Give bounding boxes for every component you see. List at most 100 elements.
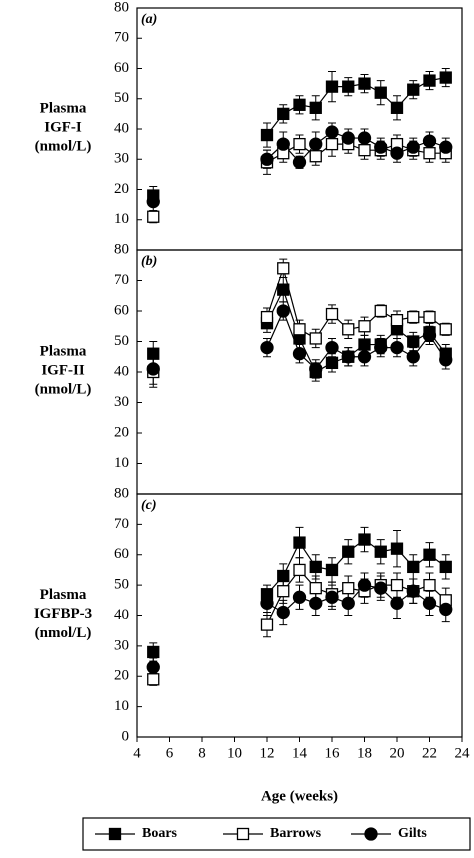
- x-tick-label: 20: [390, 745, 405, 761]
- x-tick-label: 6: [166, 745, 174, 761]
- marker: [390, 313, 404, 327]
- x-tick-label: 22: [422, 745, 437, 761]
- marker: [293, 536, 306, 549]
- marker: [341, 131, 355, 145]
- y-tick-label: 20: [114, 424, 129, 440]
- marker: [406, 584, 420, 598]
- marker: [357, 350, 372, 364]
- marker: [292, 155, 307, 169]
- marker: [390, 596, 404, 610]
- marker: [276, 137, 290, 151]
- marker: [407, 335, 420, 348]
- marker: [277, 262, 290, 275]
- marker: [358, 338, 371, 351]
- marker: [406, 140, 420, 154]
- y-tick-label: 30: [114, 637, 129, 653]
- marker: [309, 582, 322, 595]
- y-tick-label: 40: [114, 607, 129, 623]
- marker: [277, 107, 290, 121]
- marker: [358, 320, 371, 333]
- marker: [309, 332, 322, 345]
- marker: [439, 602, 453, 617]
- marker: [374, 86, 387, 99]
- marker: [423, 310, 436, 324]
- y-tick-label: 80: [114, 0, 129, 15]
- marker: [276, 605, 290, 620]
- marker: [325, 340, 339, 355]
- marker: [260, 152, 274, 166]
- marker: [147, 645, 160, 659]
- marker: [406, 350, 420, 364]
- marker: [309, 596, 323, 610]
- marker: [146, 660, 160, 674]
- y-tick-label: 50: [114, 90, 129, 106]
- y-axis-label: (nmol/L): [35, 138, 92, 154]
- marker: [147, 673, 160, 686]
- marker: [374, 545, 387, 558]
- marker: [146, 362, 160, 376]
- y-axis-label: Plasma: [40, 343, 87, 359]
- legend-marker: [236, 827, 250, 841]
- y-tick-label: 10: [114, 455, 129, 471]
- marker: [147, 210, 160, 223]
- marker: [342, 545, 355, 558]
- marker: [357, 578, 372, 592]
- marker: [292, 347, 307, 361]
- y-axis-label: IGF-II: [41, 362, 85, 378]
- marker: [260, 128, 274, 142]
- marker: [439, 140, 453, 154]
- marker: [260, 340, 274, 355]
- x-tick-label: 18: [357, 745, 372, 761]
- marker: [260, 310, 274, 324]
- marker: [325, 590, 339, 604]
- x-tick-label: 16: [325, 745, 341, 761]
- marker: [277, 585, 290, 598]
- x-tick-label: 24: [455, 745, 471, 761]
- marker: [439, 353, 453, 367]
- marker: [390, 542, 404, 555]
- legend-marker: [364, 827, 378, 841]
- y-tick-label: 40: [114, 120, 129, 136]
- y-tick-label: 50: [114, 333, 129, 349]
- y-tick-label: 0: [122, 728, 130, 744]
- plot-frame: [136, 249, 463, 495]
- marker: [357, 131, 372, 145]
- marker: [390, 101, 404, 114]
- y-tick-label: 30: [114, 394, 129, 410]
- y-axis-label: Plasma: [40, 100, 87, 116]
- marker: [277, 283, 290, 296]
- marker: [422, 328, 437, 343]
- x-tick-label: 10: [227, 745, 242, 761]
- marker: [309, 362, 323, 376]
- marker: [309, 137, 323, 151]
- x-tick-label: 14: [292, 745, 308, 761]
- y-tick-label: 70: [114, 30, 129, 46]
- marker: [325, 563, 339, 577]
- marker: [374, 140, 388, 154]
- legend-label: Boars: [142, 826, 178, 841]
- marker: [374, 581, 388, 595]
- marker: [423, 74, 436, 87]
- marker: [374, 340, 388, 355]
- marker: [325, 125, 339, 139]
- panel-label: (b): [141, 254, 157, 269]
- legend-marker: [108, 827, 122, 841]
- marker: [342, 582, 355, 595]
- y-tick-label: 60: [114, 302, 129, 318]
- plot-frame: [136, 7, 463, 251]
- y-tick-label: 10: [114, 698, 129, 714]
- legend-label: Gilts: [398, 826, 427, 841]
- y-axis-label: Plasma: [40, 587, 87, 603]
- marker: [325, 307, 339, 321]
- marker: [325, 356, 339, 370]
- marker: [439, 323, 452, 336]
- marker: [439, 560, 452, 574]
- y-tick-label: 10: [114, 211, 129, 227]
- y-tick-label: 30: [114, 151, 129, 167]
- marker: [260, 618, 274, 631]
- marker: [423, 548, 436, 561]
- marker: [358, 77, 371, 90]
- marker: [260, 596, 274, 610]
- marker: [439, 71, 452, 84]
